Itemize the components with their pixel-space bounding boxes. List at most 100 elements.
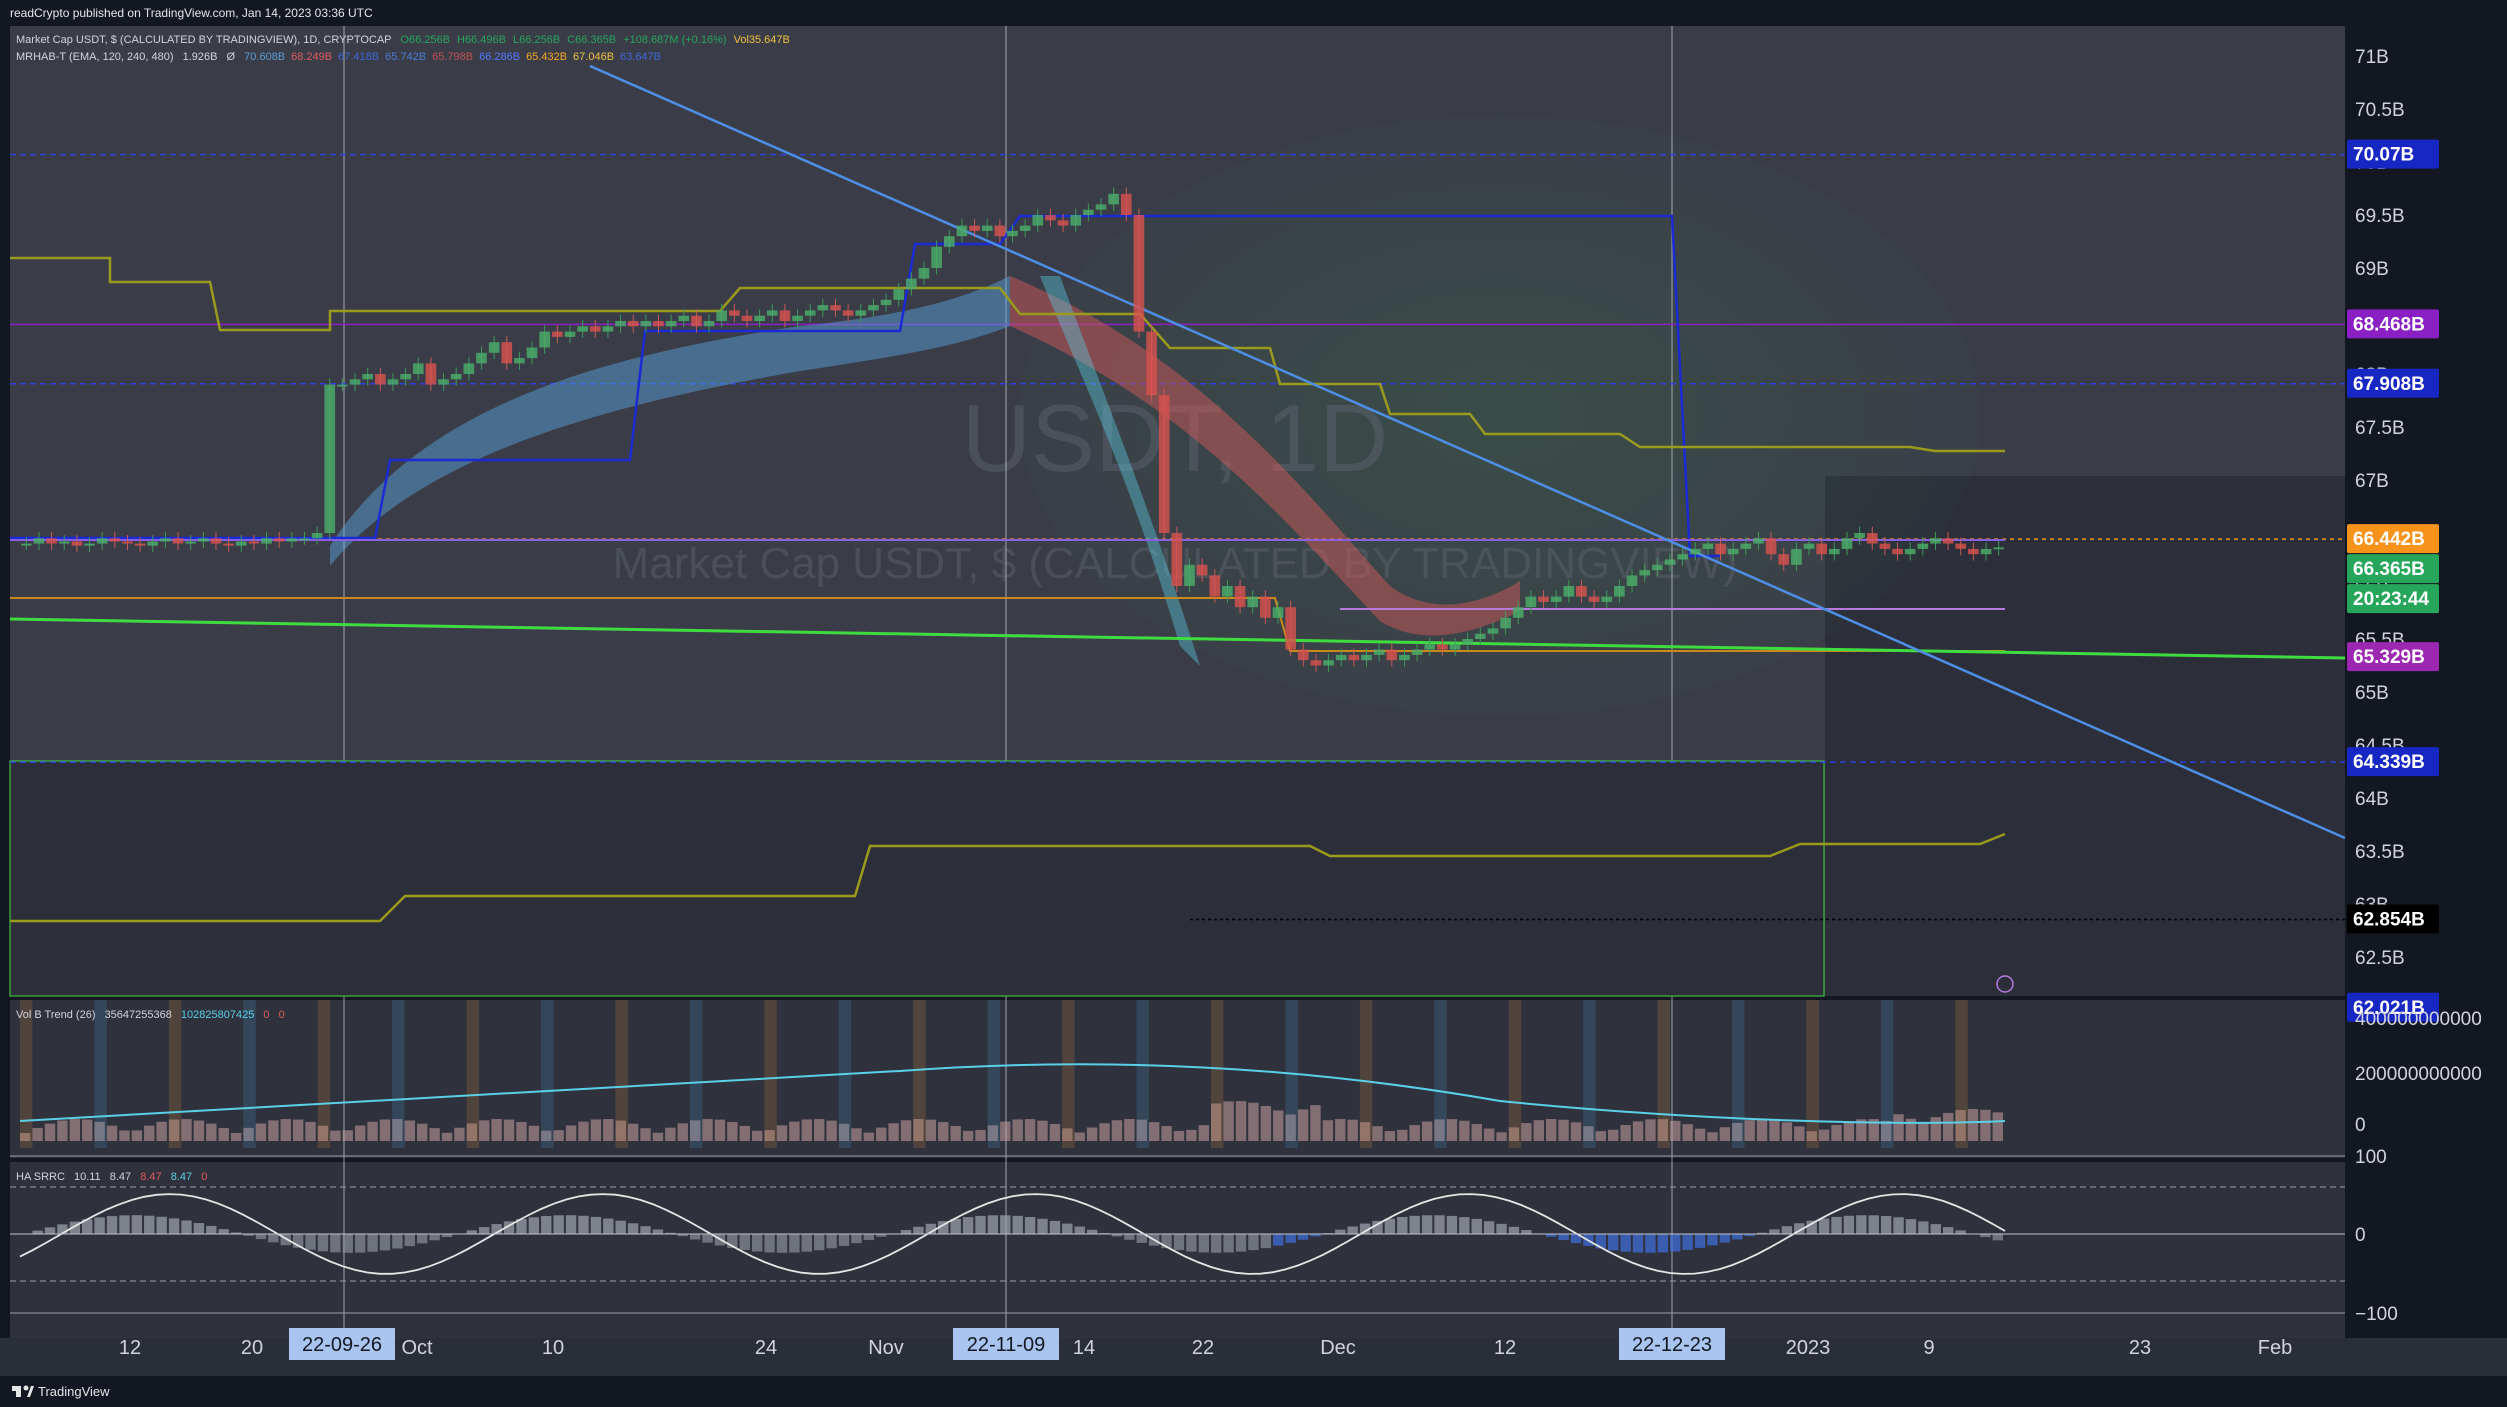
volume-bar xyxy=(1173,1130,1185,1141)
candle xyxy=(84,543,95,546)
candle xyxy=(147,541,159,546)
candle xyxy=(324,384,336,533)
osc-bar xyxy=(1397,1216,1408,1234)
osc-bar xyxy=(1918,1221,1929,1234)
candle xyxy=(1550,596,1562,602)
volume-bar xyxy=(181,1119,192,1141)
osc-bar xyxy=(913,1226,924,1234)
y-tick-label: 69.5B xyxy=(2355,206,2405,227)
volume-bar xyxy=(1508,1127,1520,1141)
volume-bar xyxy=(1769,1119,1780,1141)
candle xyxy=(438,379,449,385)
osc-bar xyxy=(1335,1229,1346,1234)
chart-area[interactable]: USDT, 1D Market Cap USDT, $ (CALCULATED … xyxy=(0,26,2507,1376)
osc-bar xyxy=(1744,1234,1755,1237)
volume-bg-band xyxy=(392,1000,405,1148)
osc-bar xyxy=(479,1227,490,1234)
volume-bar xyxy=(1670,1120,1681,1141)
osc-bar xyxy=(1062,1223,1073,1234)
volume-bg-band xyxy=(1136,1000,1149,1148)
osc-bar xyxy=(193,1223,205,1234)
green-trendline xyxy=(9,617,2346,660)
candle xyxy=(1664,559,1676,565)
alert-icon[interactable] xyxy=(1996,975,2014,993)
osc-bar xyxy=(689,1234,701,1240)
volume-bar xyxy=(1322,1120,1334,1141)
candle xyxy=(1146,331,1157,396)
osc-bar xyxy=(851,1234,862,1244)
osc-bar xyxy=(1682,1234,1693,1250)
osc-bar xyxy=(764,1234,775,1253)
x-tick-label: 12 xyxy=(1494,1337,1516,1359)
candle xyxy=(1778,554,1790,565)
volume-bar xyxy=(1285,1114,1296,1141)
candle xyxy=(1361,654,1372,661)
ema-ribbon-blue xyxy=(330,276,1010,566)
osc-bar xyxy=(652,1229,664,1234)
osc-bar xyxy=(1012,1215,1023,1234)
y-tick-label: 64B xyxy=(2355,789,2389,810)
candle xyxy=(1715,543,1726,555)
candle xyxy=(1841,538,1853,549)
volume-bg-band xyxy=(168,1000,182,1148)
volume-bg-band xyxy=(1583,1000,1596,1148)
volume-bar xyxy=(1645,1119,1656,1141)
osc-bar xyxy=(900,1230,912,1234)
osc-bar xyxy=(32,1230,43,1234)
volume-bar xyxy=(938,1122,949,1141)
volume-bar xyxy=(466,1123,478,1141)
time-axis[interactable] xyxy=(0,1338,2507,1376)
volume-bar xyxy=(1533,1120,1544,1141)
candle xyxy=(1234,586,1246,608)
volume-bar xyxy=(1980,1109,1991,1141)
candle xyxy=(1702,543,1714,549)
candle xyxy=(1474,633,1486,639)
x-tick-label: Feb xyxy=(2258,1337,2292,1359)
osc-bar xyxy=(1632,1234,1644,1253)
volume-bg-band xyxy=(1062,1000,1075,1148)
osc-bar xyxy=(1074,1226,1085,1234)
osc-bar xyxy=(330,1234,341,1253)
osc-bar xyxy=(429,1234,440,1241)
x-tick-label: 20 xyxy=(241,1337,263,1359)
candle xyxy=(1083,209,1094,215)
volume-bg-band xyxy=(1434,1000,1447,1148)
candle xyxy=(539,331,551,348)
candle xyxy=(1626,575,1638,586)
x-tick-label: 24 xyxy=(755,1337,777,1359)
price-label-bg xyxy=(2347,747,2439,777)
volume-bar xyxy=(801,1119,812,1141)
osc-bar xyxy=(1545,1234,1557,1237)
candle xyxy=(198,538,209,542)
volume-bg-band xyxy=(20,1000,33,1148)
osc-bar xyxy=(1086,1229,1098,1234)
volume-bar xyxy=(826,1120,837,1141)
volume-bg-band xyxy=(541,1000,554,1148)
candle xyxy=(1930,538,1941,544)
legend-indicator-value: 65.798B xyxy=(432,51,473,63)
osc-bar xyxy=(1037,1218,1048,1234)
candle xyxy=(172,538,184,544)
osc-bar xyxy=(578,1215,589,1234)
price-axis[interactable] xyxy=(2345,26,2507,1338)
volume-bar xyxy=(863,1132,875,1141)
osc-bar xyxy=(1595,1234,1606,1249)
volume-bg-band xyxy=(913,1000,926,1148)
osc-bar xyxy=(268,1234,279,1243)
volume-bar xyxy=(1732,1123,1743,1141)
osc-bar xyxy=(826,1234,837,1249)
osc-bar xyxy=(1434,1215,1445,1234)
osc-bar xyxy=(863,1234,875,1241)
candle xyxy=(1866,533,1878,544)
x-highlight-label: 22-12-23 xyxy=(1632,1334,1712,1356)
candle xyxy=(1651,564,1663,571)
volume-bar xyxy=(1260,1105,1272,1141)
candle xyxy=(665,321,677,327)
volume-bar xyxy=(342,1130,353,1141)
x-tick-label: 22 xyxy=(1192,1337,1214,1359)
orange-line xyxy=(10,597,2005,652)
volume-bg-band xyxy=(94,1000,107,1148)
volume-bar xyxy=(727,1122,738,1141)
osc-bar xyxy=(1248,1234,1259,1251)
volume-bar xyxy=(1545,1119,1557,1141)
